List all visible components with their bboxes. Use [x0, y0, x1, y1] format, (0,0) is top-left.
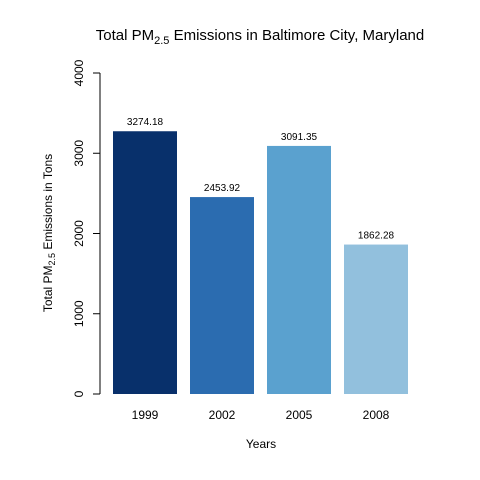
bar-2005	[267, 145, 331, 394]
chart-title-suffix: Emissions in Baltimore City, Maryland	[169, 27, 424, 44]
x-tick-label: 1999	[132, 408, 159, 422]
bar-1999	[113, 131, 177, 394]
y-axis-label-suffix: Emissions in Tons	[41, 154, 55, 253]
chart-title: Total PM2.5 Emissions in Baltimore City,…	[96, 27, 424, 47]
y-axis-label-subscript: 2.5	[47, 253, 57, 266]
y-tick-label: 0	[72, 390, 86, 397]
x-tick-labels: 1999 2002 2005 2008	[132, 408, 390, 422]
x-axis-label: Years	[246, 437, 276, 451]
bar-value-label: 3091.35	[281, 132, 318, 143]
x-tick-label: 2005	[286, 408, 313, 422]
y-tick-label: 3000	[72, 140, 86, 167]
y-tick-label: 2000	[72, 220, 86, 247]
bar-value-label: 1862.28	[358, 231, 395, 242]
y-axis: 0 1000 2000 3000 4000	[72, 59, 101, 397]
y-tick-label: 4000	[72, 59, 86, 86]
bar-value-label: 2453.92	[204, 183, 241, 194]
bar-2002	[190, 197, 254, 394]
x-tick-label: 2002	[209, 408, 236, 422]
bar-2008	[344, 244, 408, 394]
bars-group: 3274.18 2453.92 3091.35 1862.28	[113, 117, 408, 394]
chart-title-prefix: Total PM	[96, 27, 154, 44]
chart-title-subscript: 2.5	[154, 35, 169, 47]
y-axis-label: Total PM2.5 Emissions in Tons	[41, 154, 57, 312]
x-tick-label: 2008	[363, 408, 390, 422]
bar-value-label: 3274.18	[127, 117, 164, 128]
y-axis-label-prefix: Total PM	[41, 265, 55, 312]
y-tick-label: 1000	[72, 300, 86, 327]
